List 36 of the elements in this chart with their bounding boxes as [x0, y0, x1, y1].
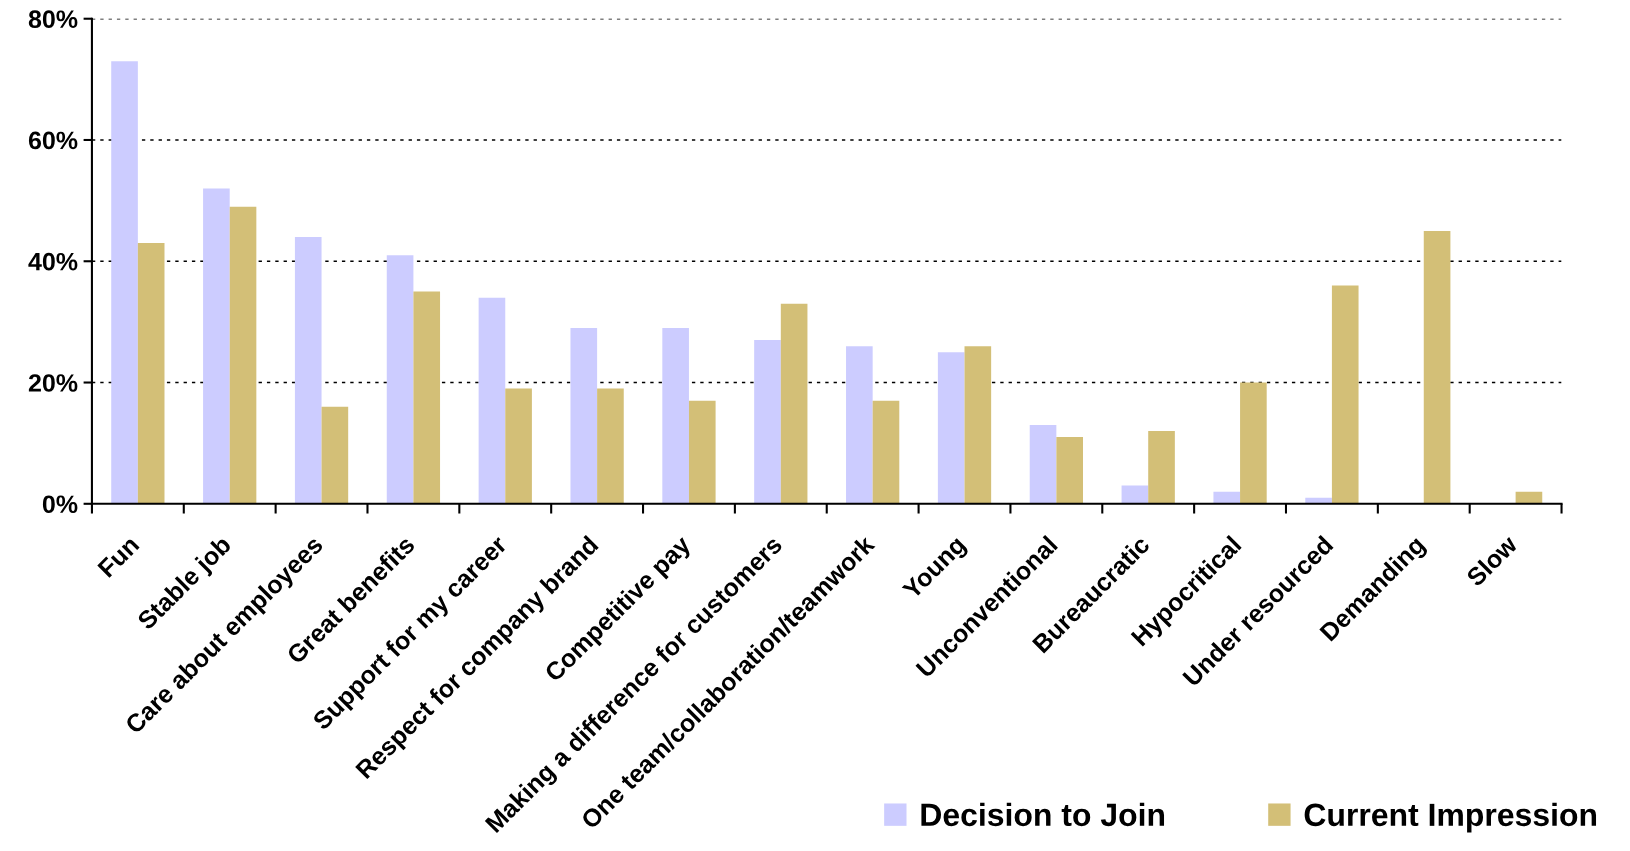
bar	[111, 61, 138, 504]
bar	[137, 243, 165, 504]
bar	[229, 206, 257, 504]
bar	[294, 237, 322, 504]
bar	[1240, 382, 1267, 504]
x-tick-label: Fun	[97, 535, 140, 578]
bar	[1029, 424, 1057, 504]
legend-label: Current Impression	[1304, 802, 1597, 833]
bar	[1121, 485, 1149, 504]
bar	[203, 188, 230, 504]
bar	[754, 340, 781, 504]
bar	[964, 346, 992, 504]
bar	[1056, 437, 1083, 504]
bar	[570, 327, 598, 504]
bar	[937, 352, 965, 504]
y-tick-label: 20%	[28, 374, 78, 392]
y-tick-label: 40%	[28, 252, 78, 271]
bar	[597, 388, 624, 504]
bar	[1213, 491, 1241, 504]
y-tick-label: 80%	[28, 10, 78, 29]
bar	[413, 291, 441, 504]
y-tick-label: 60%	[28, 131, 78, 150]
y-tick-label: 0%	[42, 495, 78, 514]
bar	[872, 400, 900, 504]
bar	[1148, 431, 1175, 504]
bar	[505, 388, 532, 504]
bar	[1331, 285, 1359, 504]
bar	[662, 327, 689, 504]
bar	[1423, 230, 1451, 504]
bar	[321, 406, 349, 504]
bar	[688, 400, 716, 504]
bar	[780, 303, 808, 504]
bar	[846, 346, 873, 504]
bar	[386, 255, 414, 504]
bar	[478, 297, 506, 504]
legend-label: Decision to Join	[921, 802, 1165, 827]
